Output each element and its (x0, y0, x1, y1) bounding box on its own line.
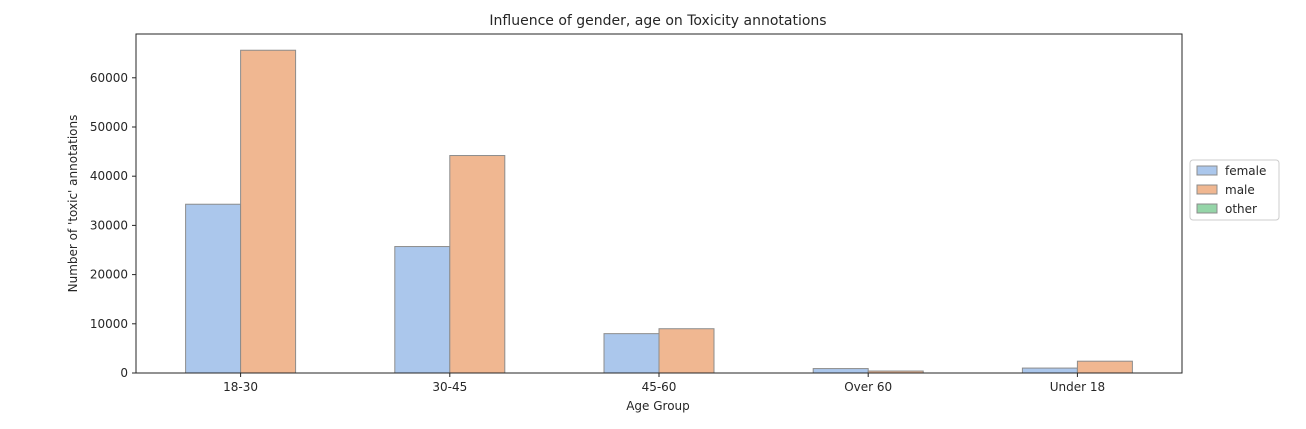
chart-title: Influence of gender, age on Toxicity ann… (489, 13, 826, 29)
y-tick-label: 30000 (90, 218, 128, 232)
y-tick-label: 50000 (90, 120, 128, 134)
y-tick-label: 40000 (90, 169, 128, 183)
y-axis-label: Number of 'toxic' annotations (66, 115, 80, 293)
y-tick-label: 10000 (90, 317, 128, 331)
x-tick-label: 18-30 (223, 380, 258, 394)
bar-male-45-60 (658, 328, 715, 374)
bar-male-18-30 (240, 49, 297, 374)
bars-group (185, 49, 1133, 374)
x-axis-label: Age Group (626, 399, 690, 413)
legend-swatch-male (1196, 184, 1218, 195)
legend-swatch-other (1196, 203, 1218, 214)
x-tick-label: 45-60 (642, 380, 677, 394)
bar-female-18-30 (185, 203, 242, 374)
legend-label-male: male (1225, 183, 1255, 197)
x-tick-label: 30-45 (432, 380, 467, 394)
y-axis: 0 10000 20000 30000 40000 50000 60000 (90, 71, 136, 380)
y-tick-label: 20000 (90, 268, 128, 282)
legend-label-other: other (1225, 202, 1257, 216)
bar-female-over-60 (812, 368, 869, 374)
legend[interactable]: female male other (1189, 159, 1280, 221)
legend-swatch-female (1196, 165, 1218, 176)
x-tick-label: Under 18 (1050, 380, 1105, 394)
bar-female-under-18 (1021, 367, 1078, 374)
x-axis: 18-30 30-45 45-60 Over 60 Under 18 (223, 373, 1105, 394)
bar-female-45-60 (603, 333, 660, 374)
legend-label-female: female (1225, 164, 1266, 178)
bar-male-30-45 (449, 155, 506, 374)
y-tick-label: 0 (120, 366, 128, 380)
x-tick-label: Over 60 (844, 380, 892, 394)
bar-female-30-45 (394, 246, 451, 374)
y-tick-label: 60000 (90, 71, 128, 85)
bar-male-under-18 (1076, 360, 1133, 374)
